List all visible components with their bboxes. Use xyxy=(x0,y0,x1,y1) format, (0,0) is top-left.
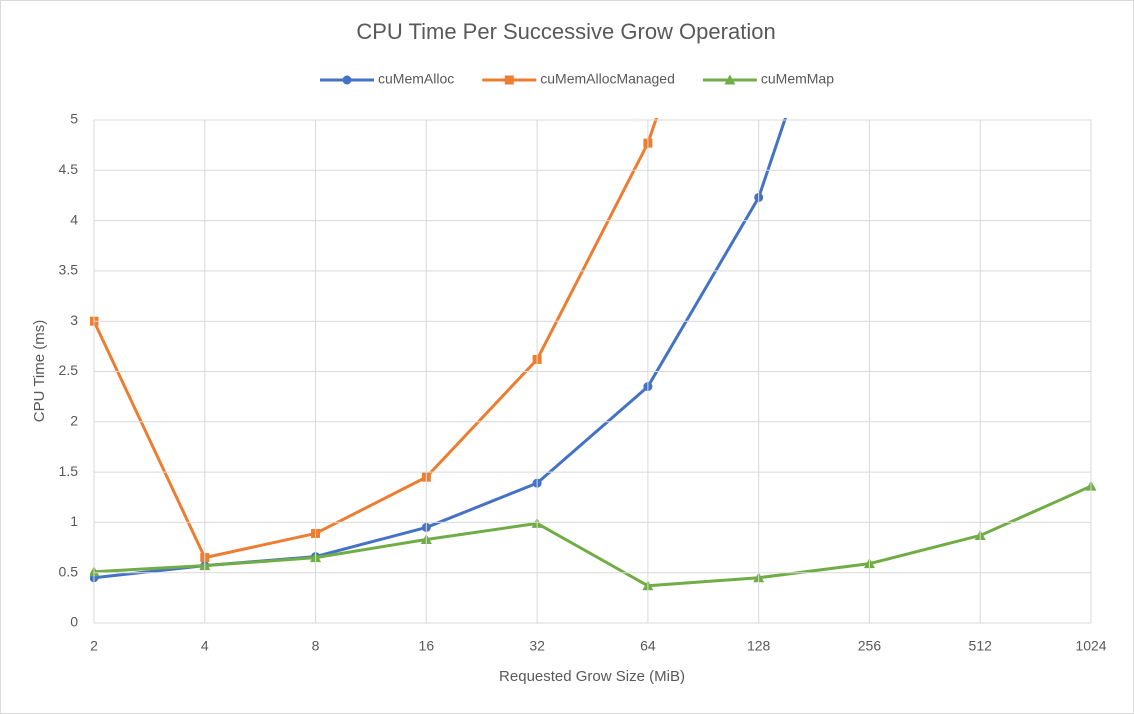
x-tick-label: 2 xyxy=(90,638,98,654)
series-line xyxy=(93,484,1092,588)
legend-label: cuMemAlloc xyxy=(378,71,454,87)
x-tick-label: 16 xyxy=(419,638,435,654)
y-tick-label: 4.5 xyxy=(59,161,79,177)
x-tick-label: 256 xyxy=(858,638,882,654)
y-tick-label: 2.5 xyxy=(59,362,79,378)
y-tick-label: 2 xyxy=(70,413,78,429)
y-tick-label: 3 xyxy=(70,312,78,328)
legend-label: cuMemAllocManaged xyxy=(540,71,675,87)
y-tick-label: 0.5 xyxy=(59,563,79,579)
legend-label: cuMemMap xyxy=(761,71,834,87)
y-tick-label: 3.5 xyxy=(59,262,79,278)
marker xyxy=(724,74,736,85)
y-tick-label: 4 xyxy=(70,211,78,227)
y-tick-label: 5 xyxy=(70,111,78,127)
legend-item: cuMemMap xyxy=(702,71,834,87)
x-tick-label: 32 xyxy=(529,638,545,654)
marker xyxy=(342,75,352,85)
x-tick-label: 1024 xyxy=(1075,638,1106,654)
x-tick-label: 64 xyxy=(640,638,656,654)
y-tick-label: 0 xyxy=(70,614,78,630)
x-tick-label: 128 xyxy=(747,638,771,654)
y-axis-label: CPU Time (ms) xyxy=(31,320,48,423)
x-tick-label: 512 xyxy=(969,638,993,654)
y-tick-label: 1.5 xyxy=(59,463,79,479)
x-tick-label: 4 xyxy=(201,638,209,654)
marker xyxy=(90,566,100,577)
legend: cuMemAlloc cuMemAllocManaged cuMemMap xyxy=(319,71,834,87)
x-tick-label: 8 xyxy=(312,638,320,654)
x-axis-label: Requested Grow Size (MiB) xyxy=(499,668,685,685)
chart-title: CPU Time Per Successive Grow Operation xyxy=(356,19,775,44)
marker xyxy=(504,75,514,85)
legend-item: cuMemAlloc xyxy=(319,71,454,87)
legend-item: cuMemAllocManaged xyxy=(482,71,675,87)
y-tick-label: 1 xyxy=(70,513,78,529)
